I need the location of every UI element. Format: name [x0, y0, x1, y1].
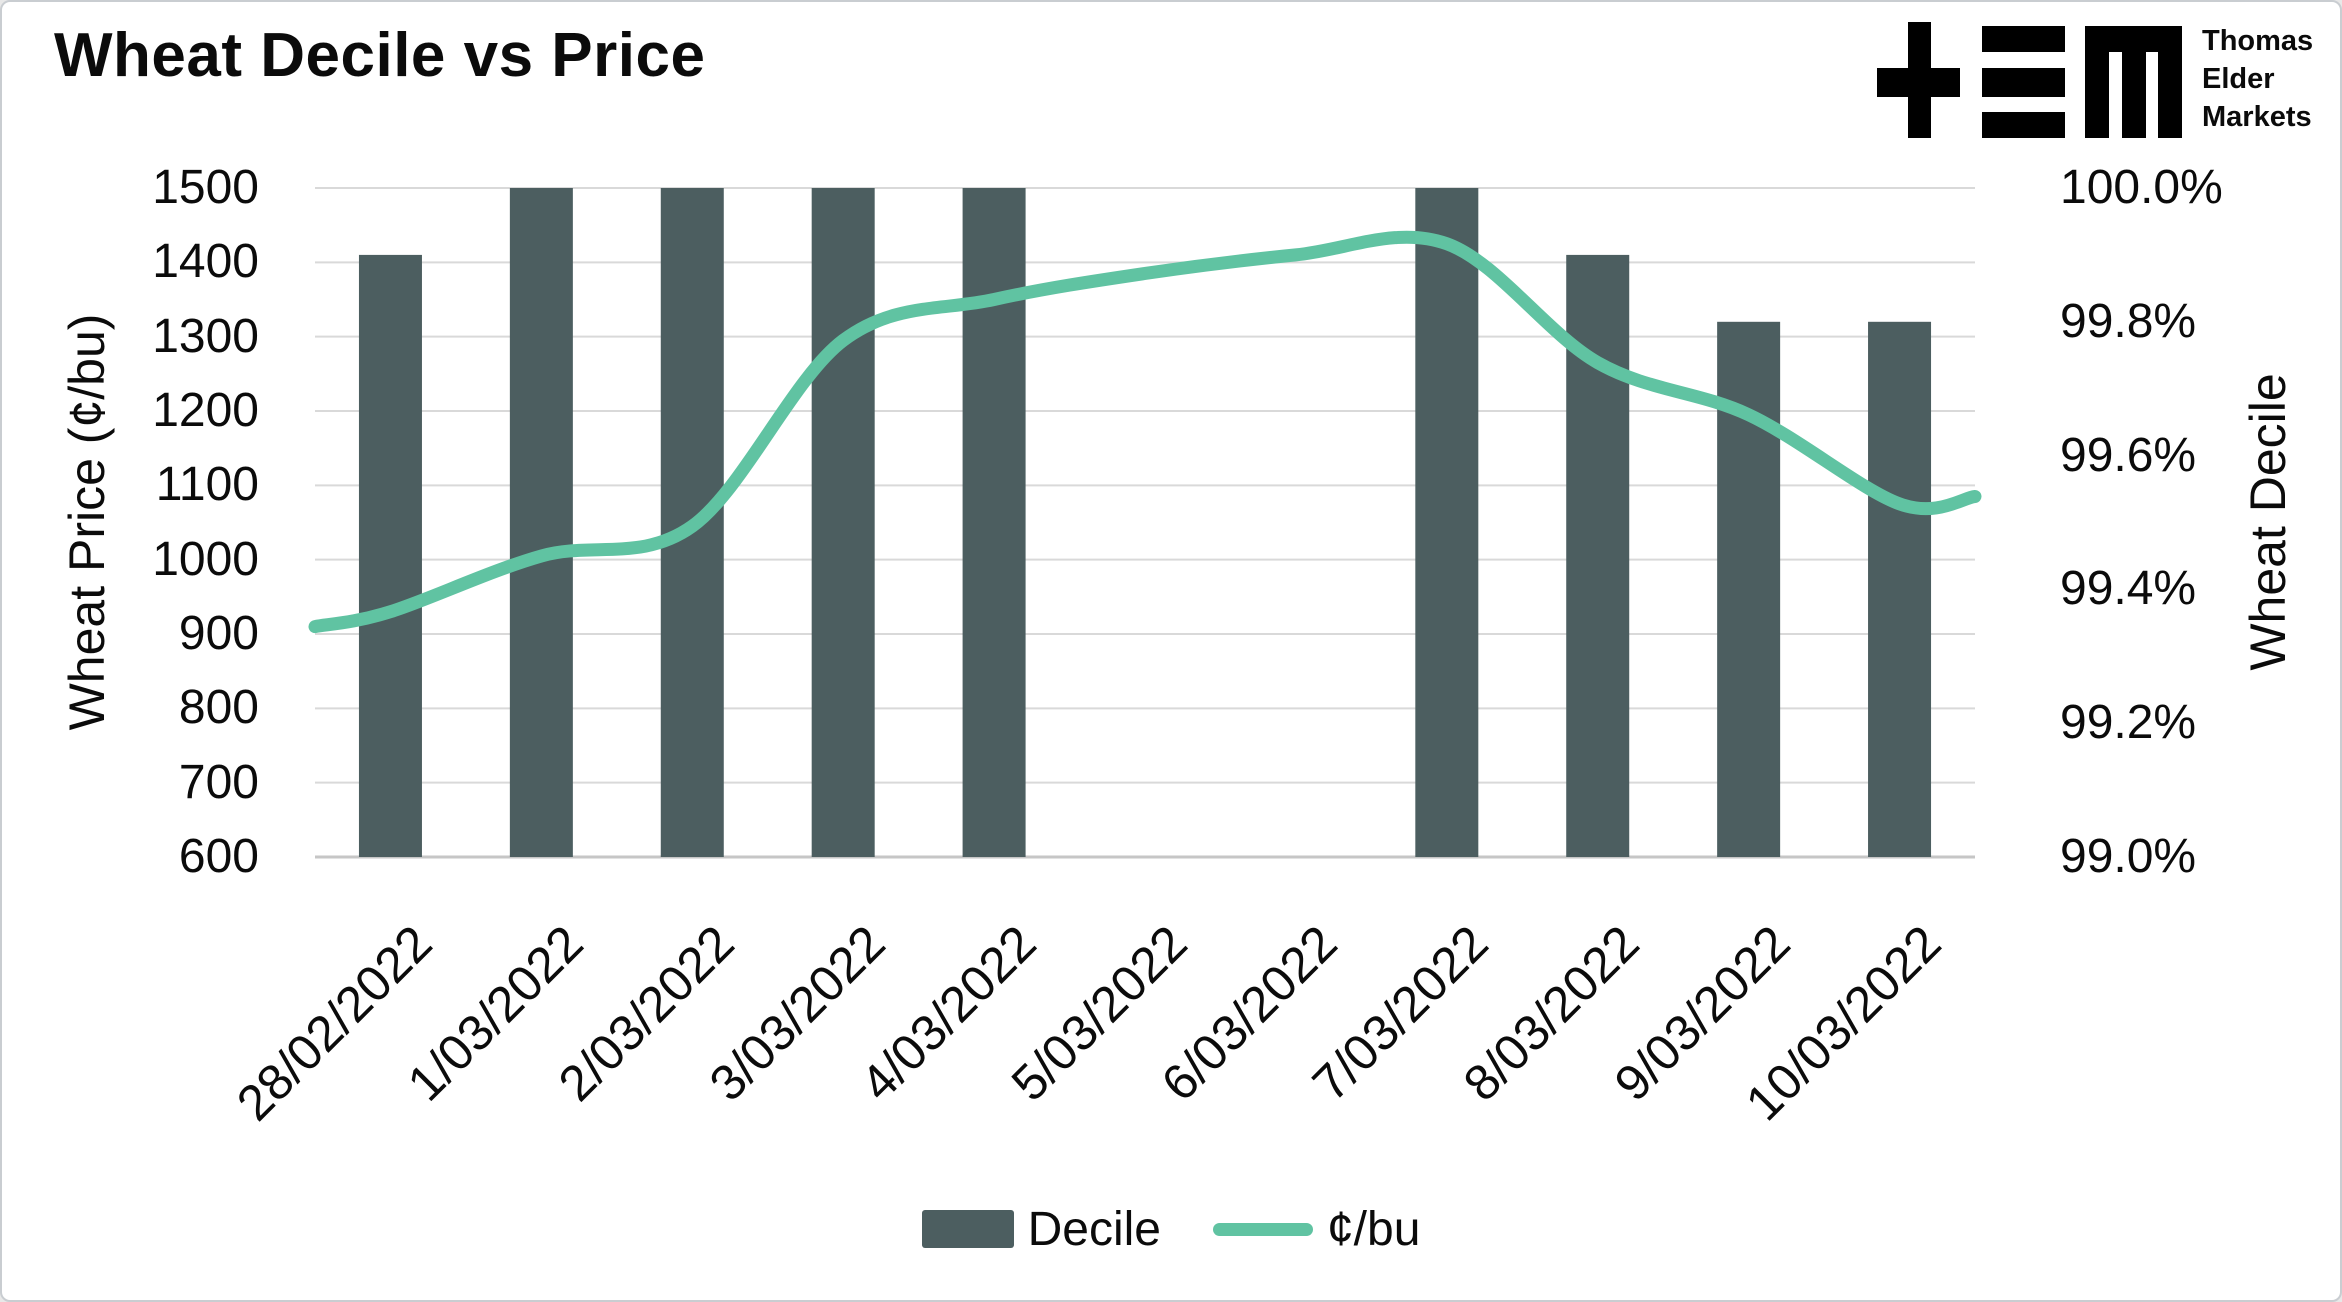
- chart-title: Wheat Decile vs Price: [54, 21, 706, 90]
- right-tick-label: 99.2%: [2060, 696, 2197, 750]
- left-tick-label: 1100: [155, 458, 259, 512]
- decile-bar-swatch-icon: [921, 1210, 1014, 1248]
- logo-line-1: Thomas: [2202, 25, 2314, 57]
- left-tick-label: 1000: [152, 532, 259, 586]
- left-tick-label: 1500: [152, 161, 259, 214]
- left-tick-label: 1400: [152, 235, 259, 289]
- left-tick-label: 900: [178, 607, 259, 660]
- logo-line-2: Elder: [2202, 63, 2275, 95]
- left-tick-label: 600: [178, 830, 259, 883]
- left-tick-label: 1200: [152, 384, 259, 437]
- decile-bar: [811, 188, 875, 857]
- left-tick-label: 800: [178, 681, 259, 735]
- left-tick-label: 1300: [152, 309, 259, 363]
- decile-bar: [358, 254, 422, 857]
- right-tick-label: 99.8%: [2060, 294, 2197, 348]
- right-axis-title: Wheat Decile: [2240, 373, 2296, 671]
- decile-bar: [1868, 321, 1932, 857]
- gridlines: [315, 187, 1975, 859]
- decile-bar: [1415, 188, 1479, 857]
- left-axis-title: Wheat Price (¢/bu): [59, 313, 115, 731]
- legend-item-decile: Decile: [921, 1202, 1161, 1257]
- price-line-swatch-icon: [1212, 1222, 1313, 1236]
- right-tick-label: 99.4%: [2060, 562, 2197, 616]
- price-line-path: [308, 230, 1982, 634]
- price-line: [308, 230, 1982, 634]
- tem-monogram-icon: [1877, 22, 2182, 138]
- decile-bar: [509, 188, 573, 857]
- thomas-elder-markets-logo: Thomas Elder Markets: [1875, 22, 2315, 140]
- legend: Decile ¢/bu: [2, 1194, 2340, 1264]
- right-tick-label: 99.6%: [2060, 428, 2197, 482]
- logo-line-3: Markets: [2202, 101, 2312, 133]
- legend-item-price: ¢/bu: [1212, 1202, 1421, 1257]
- decile-bars: [358, 188, 1932, 857]
- logo-text: Thomas Elder Markets: [2202, 22, 2313, 136]
- legend-label-price: ¢/bu: [1326, 1202, 1421, 1256]
- right-tick-label: 99.0%: [2060, 830, 2197, 883]
- legend-label-decile: Decile: [1027, 1202, 1161, 1256]
- right-tick-label: 100.0%: [2060, 161, 2223, 214]
- left-tick-label: 700: [178, 755, 259, 809]
